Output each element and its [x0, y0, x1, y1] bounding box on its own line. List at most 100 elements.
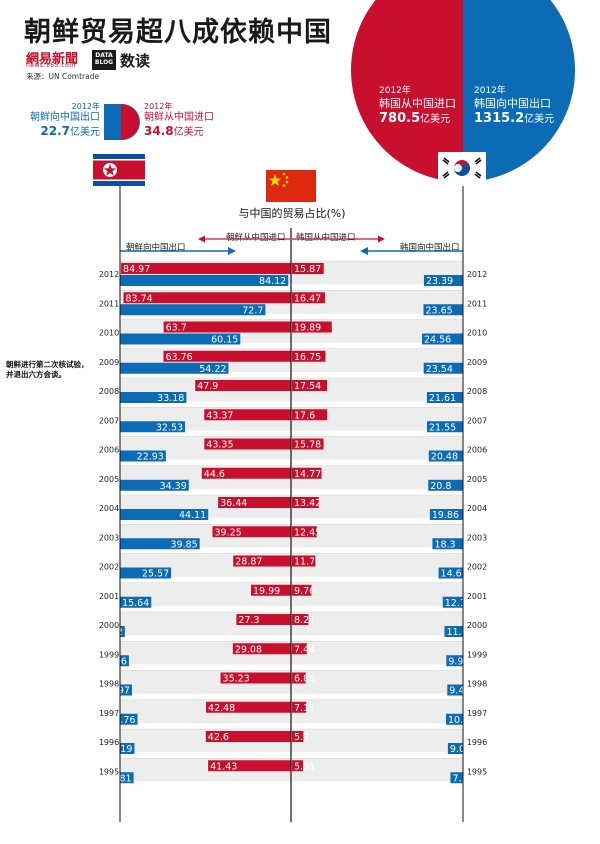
value-nk-import: 19.99 [253, 586, 280, 597]
value-nk-export: 32.53 [156, 422, 183, 433]
value-kr-export: 9.98 [448, 656, 469, 667]
year-label-left: 2002 [99, 563, 119, 572]
bar-nk-import [204, 438, 291, 450]
bar-nk-export [120, 596, 152, 608]
year-label-left: 2012 [99, 270, 119, 279]
value-nk-export: 44.11 [179, 510, 206, 521]
year-label-left: 1996 [99, 738, 119, 747]
bar-kr-import [292, 584, 312, 596]
value-nk-import: 63.76 [165, 352, 192, 363]
south-korea-total-circle [104, 0, 575, 182]
bar-kr-export [426, 392, 463, 403]
year-label-right: 2009 [467, 358, 487, 367]
year-label-left: 1998 [99, 680, 119, 689]
bar-nk-export [120, 362, 229, 374]
arrow-head [378, 235, 385, 243]
year-label-right: 2011 [467, 299, 487, 308]
value-nk-export: 33.18 [157, 393, 184, 404]
arrow-head [360, 247, 368, 255]
bar-kr-import [292, 672, 306, 684]
bar-nk-import [220, 672, 291, 684]
year-label-left: 2006 [99, 446, 119, 455]
nk-import-half [121, 104, 139, 140]
value-nk-export: 6.81 [110, 773, 131, 784]
year-label-right: 2003 [467, 533, 487, 542]
value-kr-export: 23.65 [426, 305, 453, 316]
bar-kr-export [447, 684, 463, 696]
arrow-head [198, 235, 205, 243]
value-kr-export: 14.65 [441, 569, 468, 580]
year-label-right: 2010 [467, 329, 487, 338]
dir-label-nk-export: 朝鲜向中国出口 [126, 243, 186, 253]
bar-nk-import [195, 380, 291, 391]
value-nk-import: 29.08 [235, 644, 262, 655]
datablog-logo: DATA BLOG [92, 50, 116, 70]
bar-kr-import [292, 321, 332, 333]
bar-nk-import [205, 731, 291, 742]
value-kr-export: 24.56 [424, 335, 451, 346]
section-label: 数读 [120, 52, 151, 70]
value-kr-export: 20.8 [430, 481, 451, 492]
bar-kr-import [292, 614, 309, 625]
bar-kr-import [292, 555, 316, 567]
bar-kr-import [292, 526, 317, 538]
value-kr-import: 17.6 [294, 410, 315, 421]
value-kr-import: 8.21 [294, 615, 315, 626]
value-nk-export: 72.7 [242, 305, 263, 316]
year-label-right: 2004 [467, 504, 487, 513]
value-nk-export: 25.57 [142, 569, 169, 580]
bar-nk-import [251, 584, 291, 596]
year-label-right: 2000 [467, 621, 487, 630]
bar-kr-export [423, 304, 463, 316]
value-kr-import: 6.86 [294, 674, 315, 685]
value-kr-export: 9.4 [449, 686, 464, 697]
year-label-right: 1997 [467, 709, 487, 718]
bar-nk-export [120, 304, 266, 316]
bar-nk-export [120, 655, 129, 667]
year-label-right: 2012 [467, 270, 487, 279]
kr-export-total: 2012年 韩国向中国出口 1315.2亿美元 [474, 86, 555, 126]
bar-kr-import [292, 380, 328, 391]
bar-kr-import [292, 497, 319, 508]
year-label-left: 2009 [99, 358, 119, 367]
kr-import-total: 2012年 韩国从中国进口 780.5亿美元 [379, 86, 456, 126]
value-nk-import: 36.44 [220, 498, 247, 509]
bar-nk-export [120, 421, 186, 433]
bar-kr-export [445, 713, 463, 725]
bar-nk-export [120, 392, 187, 403]
year-label-left: 2008 [99, 387, 119, 396]
year-label-right: 2008 [467, 387, 487, 396]
bar-kr-export [423, 275, 463, 286]
value-kr-import: 14.77 [294, 469, 321, 480]
dir-label-kr-export: 韩国向中国出口 [400, 243, 460, 253]
value-nk-import: 41.43 [210, 761, 237, 772]
bar-nk-import [163, 350, 291, 362]
year-label-left: 1999 [99, 650, 119, 659]
value-nk-export: 8.76 [114, 715, 135, 726]
bar-kr-import [292, 643, 307, 655]
bar-nk-export [120, 538, 200, 550]
bar-kr-export [447, 743, 463, 754]
bar-nk-import [121, 263, 291, 274]
value-kr-export: 21.55 [429, 422, 456, 433]
value-nk-export: 7.19 [111, 744, 132, 755]
bar-kr-import [292, 292, 325, 304]
bar-nk-import [201, 467, 291, 479]
north-korea-flag-icon [93, 154, 145, 186]
year-label-right: 1998 [467, 680, 487, 689]
year-label-left: 2003 [99, 533, 119, 542]
value-nk-export: 2.42 [102, 627, 123, 638]
bar-kr-import [292, 438, 324, 450]
value-nk-export: 60.15 [211, 335, 238, 346]
year-label-right: 1996 [467, 738, 487, 747]
dir-label-nk-import: 朝鲜从中国进口 [226, 233, 286, 243]
value-kr-import: 16.75 [294, 352, 321, 363]
bar-nk-import [212, 526, 291, 538]
value-nk-import: 28.87 [235, 557, 262, 568]
value-nk-import: 63.7 [166, 323, 187, 334]
bar-kr-import [292, 731, 304, 742]
value-kr-import: 9.76 [294, 586, 315, 597]
year-label-right: 2002 [467, 563, 487, 572]
